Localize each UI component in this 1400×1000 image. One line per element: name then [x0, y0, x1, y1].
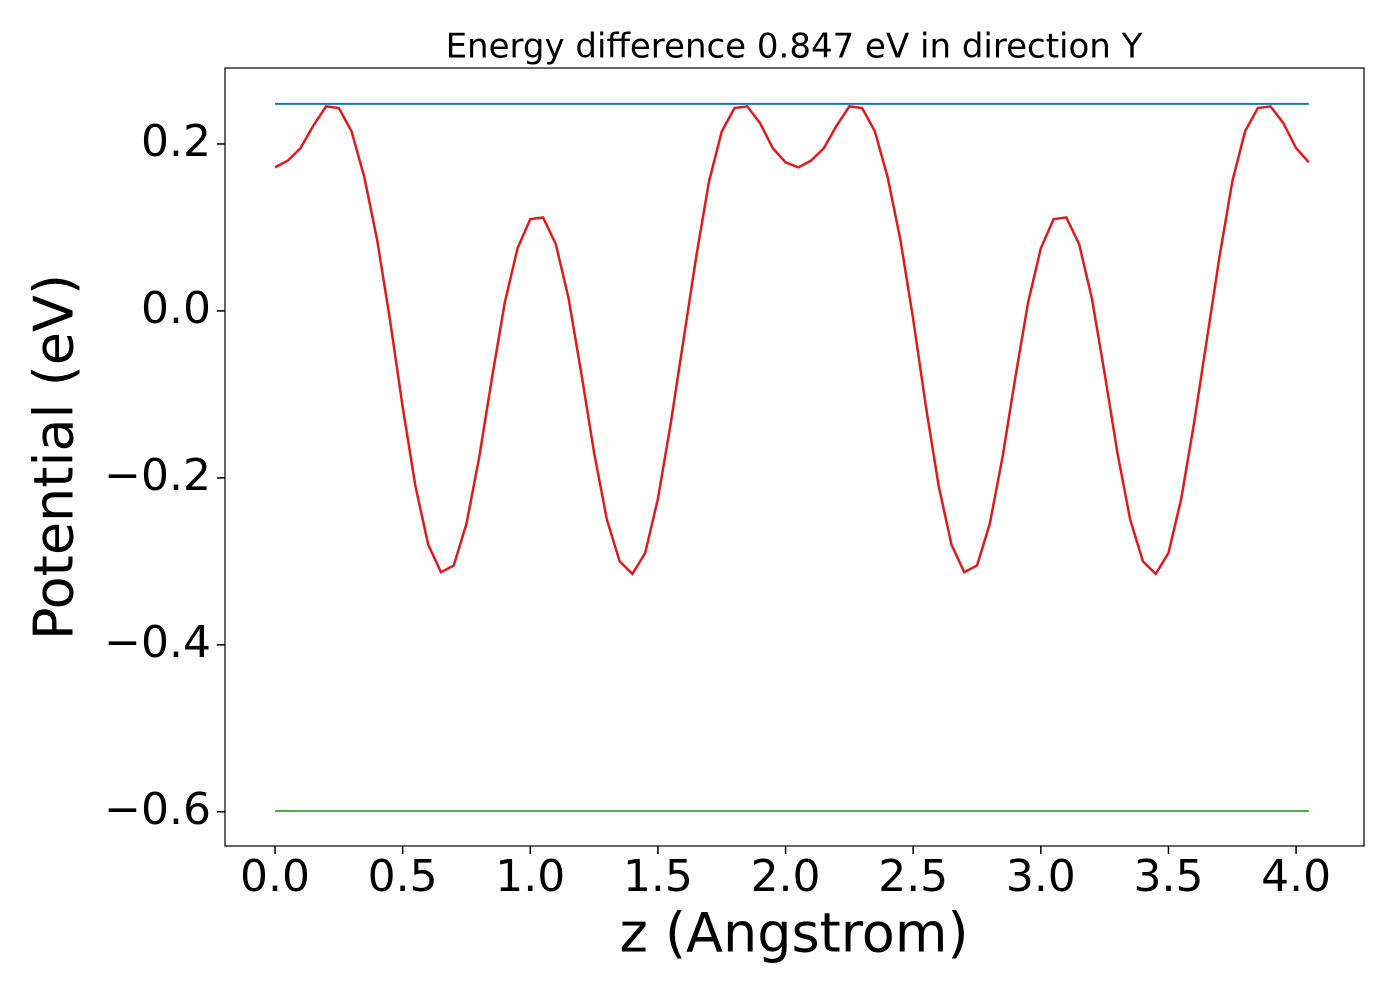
y-tick-label: 0.2: [141, 116, 211, 167]
x-tick-label: 3.5: [1133, 851, 1203, 902]
x-tick-label: 0.5: [368, 851, 438, 902]
plot-frame: [224, 67, 1365, 847]
y-tick-label: 0.0: [141, 283, 211, 334]
x-tick-label: 2.5: [878, 851, 948, 902]
x-tick-label: 4.0: [1261, 851, 1331, 902]
x-tick-label: 2.0: [751, 851, 821, 902]
chart-title: Energy difference 0.847 eV in direction …: [446, 27, 1143, 67]
x-tick-label: 1.0: [495, 851, 565, 902]
y-axis-label: Potential (eV): [23, 274, 86, 640]
x-tick-label: 3.0: [1006, 851, 1076, 902]
y-tick-label: −0.4: [104, 617, 211, 668]
y-tick-label: −0.6: [104, 784, 211, 835]
data-line: [274, 105, 1310, 576]
x-tick-label: 0.0: [240, 851, 310, 902]
y-tick-label: −0.2: [104, 450, 211, 501]
x-tick-label: 1.5: [623, 851, 693, 902]
x-axis-label: z (Angstrom): [619, 902, 968, 965]
